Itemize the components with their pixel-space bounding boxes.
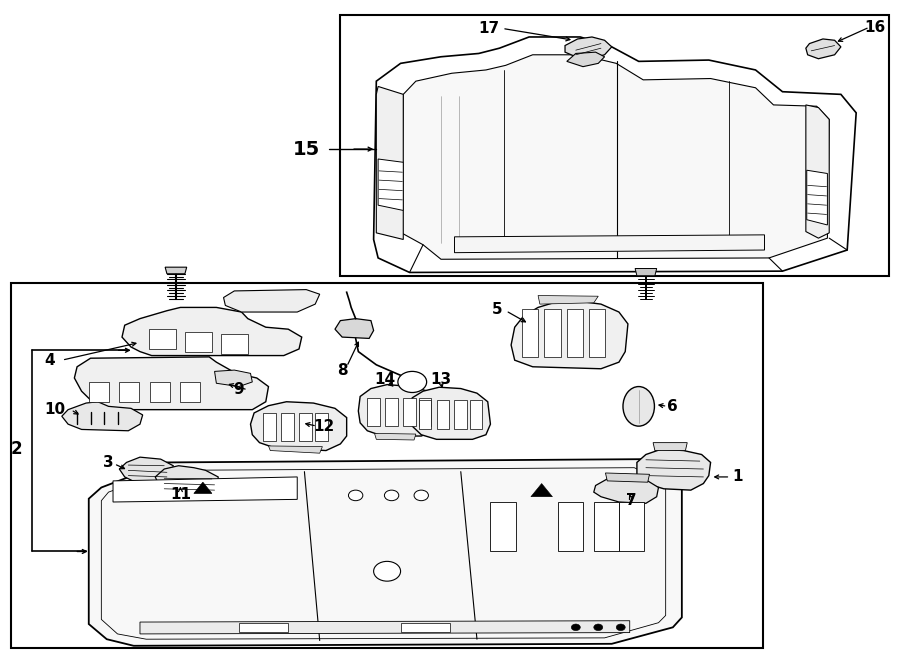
Polygon shape xyxy=(511,301,628,369)
Polygon shape xyxy=(522,309,538,357)
Polygon shape xyxy=(281,413,293,442)
Ellipse shape xyxy=(623,387,654,426)
Polygon shape xyxy=(619,502,644,551)
Text: 5: 5 xyxy=(491,302,502,317)
Polygon shape xyxy=(220,334,248,354)
Polygon shape xyxy=(418,400,431,430)
Polygon shape xyxy=(590,309,606,357)
Text: 8: 8 xyxy=(337,363,347,377)
Polygon shape xyxy=(378,159,403,210)
Circle shape xyxy=(414,490,428,500)
Text: 10: 10 xyxy=(44,402,65,417)
Polygon shape xyxy=(238,623,288,632)
Text: 16: 16 xyxy=(864,20,886,34)
Polygon shape xyxy=(558,502,583,551)
Text: 4: 4 xyxy=(45,353,56,368)
Text: 2: 2 xyxy=(11,440,22,458)
Polygon shape xyxy=(567,52,605,67)
Polygon shape xyxy=(531,484,553,496)
Polygon shape xyxy=(156,466,218,495)
Polygon shape xyxy=(120,457,173,484)
Bar xyxy=(12,283,762,648)
Circle shape xyxy=(348,490,363,500)
Polygon shape xyxy=(594,477,659,503)
Polygon shape xyxy=(454,235,764,253)
Polygon shape xyxy=(214,370,252,387)
Polygon shape xyxy=(606,473,650,483)
Polygon shape xyxy=(122,307,302,356)
Polygon shape xyxy=(374,434,416,440)
Polygon shape xyxy=(806,171,827,225)
Polygon shape xyxy=(538,295,598,304)
Text: 6: 6 xyxy=(668,399,679,414)
Polygon shape xyxy=(140,621,630,634)
Text: 11: 11 xyxy=(170,486,191,502)
Polygon shape xyxy=(401,55,829,259)
Polygon shape xyxy=(120,382,140,402)
Text: 9: 9 xyxy=(233,382,244,397)
Polygon shape xyxy=(194,483,212,493)
Circle shape xyxy=(572,624,580,631)
Polygon shape xyxy=(299,413,311,442)
Polygon shape xyxy=(75,357,268,410)
Polygon shape xyxy=(263,413,275,442)
Polygon shape xyxy=(315,413,328,442)
Polygon shape xyxy=(594,502,619,551)
Polygon shape xyxy=(62,402,143,431)
Text: 7: 7 xyxy=(626,493,637,508)
Polygon shape xyxy=(113,477,297,502)
Polygon shape xyxy=(454,400,467,430)
Polygon shape xyxy=(400,623,450,632)
Polygon shape xyxy=(637,449,711,490)
Polygon shape xyxy=(268,446,322,453)
Polygon shape xyxy=(653,443,688,451)
Circle shape xyxy=(374,561,400,581)
Polygon shape xyxy=(150,382,169,402)
Polygon shape xyxy=(385,398,398,426)
Text: 3: 3 xyxy=(104,455,113,470)
Polygon shape xyxy=(403,398,416,426)
Polygon shape xyxy=(149,329,176,349)
Text: 15: 15 xyxy=(292,139,320,159)
Polygon shape xyxy=(180,382,200,402)
Circle shape xyxy=(594,624,603,631)
Polygon shape xyxy=(635,268,657,276)
Polygon shape xyxy=(806,39,841,59)
Polygon shape xyxy=(223,290,320,312)
Text: 13: 13 xyxy=(430,372,452,387)
Text: 14: 14 xyxy=(374,372,396,387)
Text: 17: 17 xyxy=(478,21,500,36)
Polygon shape xyxy=(565,37,612,59)
Polygon shape xyxy=(89,382,109,402)
Polygon shape xyxy=(367,398,380,426)
Polygon shape xyxy=(376,87,403,239)
Text: 1: 1 xyxy=(733,469,742,485)
Polygon shape xyxy=(491,502,516,551)
Polygon shape xyxy=(544,309,561,357)
Polygon shape xyxy=(374,37,856,272)
Circle shape xyxy=(384,490,399,500)
Polygon shape xyxy=(410,387,490,440)
Polygon shape xyxy=(335,319,374,338)
Polygon shape xyxy=(567,309,583,357)
Polygon shape xyxy=(806,105,829,238)
Circle shape xyxy=(398,371,427,393)
Polygon shape xyxy=(358,385,439,436)
Polygon shape xyxy=(184,332,212,352)
Polygon shape xyxy=(436,400,449,430)
Polygon shape xyxy=(89,459,682,646)
Polygon shape xyxy=(250,402,346,451)
Text: 12: 12 xyxy=(313,418,335,434)
Circle shape xyxy=(616,624,625,631)
Polygon shape xyxy=(470,400,482,430)
Bar xyxy=(340,15,888,276)
Polygon shape xyxy=(165,267,186,274)
Polygon shape xyxy=(418,398,431,426)
